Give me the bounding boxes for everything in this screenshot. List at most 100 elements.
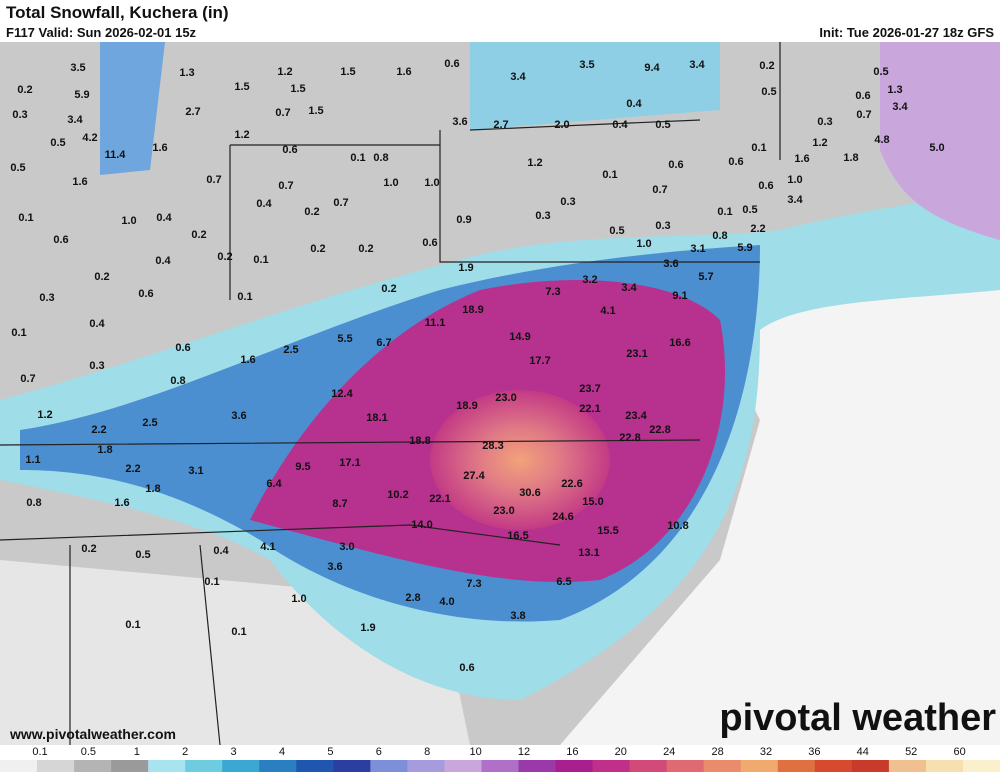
snow-total-label: 11.1 bbox=[425, 317, 446, 329]
snow-total-label: 16.6 bbox=[669, 337, 690, 349]
snow-total-label: 0.8 bbox=[712, 230, 727, 242]
legend-tick-label: 24 bbox=[663, 746, 675, 758]
snow-total-label: 0.2 bbox=[310, 243, 325, 255]
snow-total-label: 0.5 bbox=[742, 204, 757, 216]
snow-total-label: 0.5 bbox=[761, 86, 776, 98]
snow-total-label: 3.8 bbox=[510, 610, 525, 622]
snow-total-label: 0.2 bbox=[381, 283, 396, 295]
legend-tick-label: 28 bbox=[711, 746, 723, 758]
snow-total-label: 0.6 bbox=[855, 90, 870, 102]
snow-total-label: 13.1 bbox=[578, 547, 599, 559]
snow-total-label: 1.0 bbox=[424, 177, 439, 189]
snow-total-label: 4.2 bbox=[82, 132, 97, 144]
snow-total-label: 9.4 bbox=[644, 62, 660, 74]
core bbox=[430, 390, 610, 530]
legend-swatch bbox=[370, 760, 408, 772]
snow-total-label: 0.3 bbox=[535, 210, 550, 222]
nw-band bbox=[100, 42, 165, 175]
snow-total-label: 0.5 bbox=[609, 225, 624, 237]
snow-total-label: 8.7 bbox=[332, 498, 347, 510]
state-borders bbox=[0, 42, 781, 746]
snow-total-label: 16.5 bbox=[507, 530, 528, 542]
ne-band bbox=[880, 42, 1000, 240]
snow-total-label: 14.0 bbox=[411, 519, 432, 531]
snow-total-label: 0.6 bbox=[282, 144, 297, 156]
snow-total-label: 0.4 bbox=[155, 255, 171, 267]
snow-total-label: 28.3 bbox=[482, 440, 503, 452]
legend-swatch bbox=[777, 760, 816, 772]
legend-tick-label: 12 bbox=[518, 746, 530, 758]
snow-total-label: 1.0 bbox=[787, 174, 802, 186]
snow-total-label: 1.8 bbox=[145, 483, 160, 495]
legend-swatch bbox=[444, 760, 482, 772]
snow-total-label: 0.6 bbox=[444, 58, 459, 70]
snow-total-label: 0.2 bbox=[304, 206, 319, 218]
legend-swatch bbox=[888, 760, 927, 772]
snow-total-label: 9.5 bbox=[295, 461, 310, 473]
snow-total-label: 0.8 bbox=[373, 152, 388, 164]
snow-total-label: 0.6 bbox=[138, 288, 153, 300]
snow-total-label: 1.3 bbox=[179, 67, 194, 79]
snow-total-label: 3.1 bbox=[188, 465, 203, 477]
snow-total-label: 3.4 bbox=[892, 101, 908, 113]
snow-total-label: 0.1 bbox=[231, 626, 246, 638]
legend-swatch bbox=[222, 760, 260, 772]
snow-total-label: 7.3 bbox=[466, 578, 481, 590]
snow-total-label: 0.4 bbox=[156, 212, 172, 224]
snow-total-label: 0.6 bbox=[175, 342, 190, 354]
snow-total-label: 0.3 bbox=[817, 116, 832, 128]
snow-total-label: 1.5 bbox=[308, 105, 323, 117]
snow-total-label: 3.2 bbox=[582, 274, 597, 286]
legend-swatch bbox=[148, 760, 186, 772]
snow-total-label: 2.5 bbox=[142, 417, 157, 429]
snow-total-label: 2.7 bbox=[185, 106, 200, 118]
legend-tick-label: 0.1 bbox=[32, 746, 47, 758]
legend-swatch bbox=[740, 760, 779, 772]
snow-total-label: 6.4 bbox=[266, 478, 282, 490]
snow-total-label: 27.4 bbox=[463, 470, 485, 482]
snow-total-label: 0.1 bbox=[125, 619, 140, 631]
snow-total-label: 15.5 bbox=[597, 525, 618, 537]
snow-total-label: 2.7 bbox=[493, 119, 508, 131]
snow-total-label: 1.5 bbox=[290, 83, 305, 95]
snow-total-label: 6.5 bbox=[556, 576, 571, 588]
snow-total-label: 4.1 bbox=[600, 305, 615, 317]
legend-swatch bbox=[703, 760, 742, 772]
snow-total-label: 22.8 bbox=[619, 432, 640, 444]
snow-total-label: 18.1 bbox=[366, 412, 387, 424]
snow-total-label: 7.3 bbox=[545, 286, 560, 298]
north-band bbox=[470, 42, 720, 130]
website: www.pivotalweather.com bbox=[9, 726, 176, 742]
snow-total-label: 0.2 bbox=[94, 271, 109, 283]
snow-total-label: 0.2 bbox=[81, 543, 96, 555]
snow-total-label: 3.5 bbox=[70, 62, 85, 74]
snow-total-label: 0.5 bbox=[10, 162, 25, 174]
snow-total-label: 17.1 bbox=[339, 457, 360, 469]
snow-total-label: 5.9 bbox=[737, 242, 752, 254]
snow-total-label: 2.2 bbox=[91, 424, 106, 436]
legend-swatch bbox=[0, 760, 38, 772]
snow-total-label: 0.7 bbox=[206, 174, 221, 186]
legend-swatch bbox=[259, 760, 297, 772]
snow-total-label: 1.9 bbox=[458, 262, 473, 274]
watermark: pivotal weather bbox=[719, 697, 996, 739]
snow-total-label: 23.0 bbox=[493, 505, 514, 517]
snow-total-label: 0.6 bbox=[728, 156, 743, 168]
legend-swatch bbox=[925, 760, 964, 772]
snow-total-label: 2.2 bbox=[125, 463, 140, 475]
snow-total-label: 1.6 bbox=[396, 66, 411, 78]
legend-tick-label: 44 bbox=[857, 746, 869, 758]
snow-total-label: 0.7 bbox=[856, 109, 871, 121]
legend-tick-label: 0.5 bbox=[81, 746, 96, 758]
snow-total-label: 4.8 bbox=[874, 134, 889, 146]
legend-tick-label: 8 bbox=[424, 746, 430, 758]
snow-total-label: 1.6 bbox=[240, 354, 255, 366]
snow-total-label: 0.2 bbox=[217, 251, 232, 263]
map-labels: 3.55.90.20.3 3.40.5 4.211.40.51.61.61.32.7… bbox=[10, 58, 944, 674]
snow-total-label: 0.5 bbox=[655, 119, 670, 131]
snow-total-label: 1.9 bbox=[360, 622, 375, 634]
snow-total-label: 5.7 bbox=[698, 271, 713, 283]
legend-swatch bbox=[333, 760, 371, 772]
snow-total-label: 1.8 bbox=[97, 444, 112, 456]
snow-total-label: 3.6 bbox=[452, 116, 467, 128]
